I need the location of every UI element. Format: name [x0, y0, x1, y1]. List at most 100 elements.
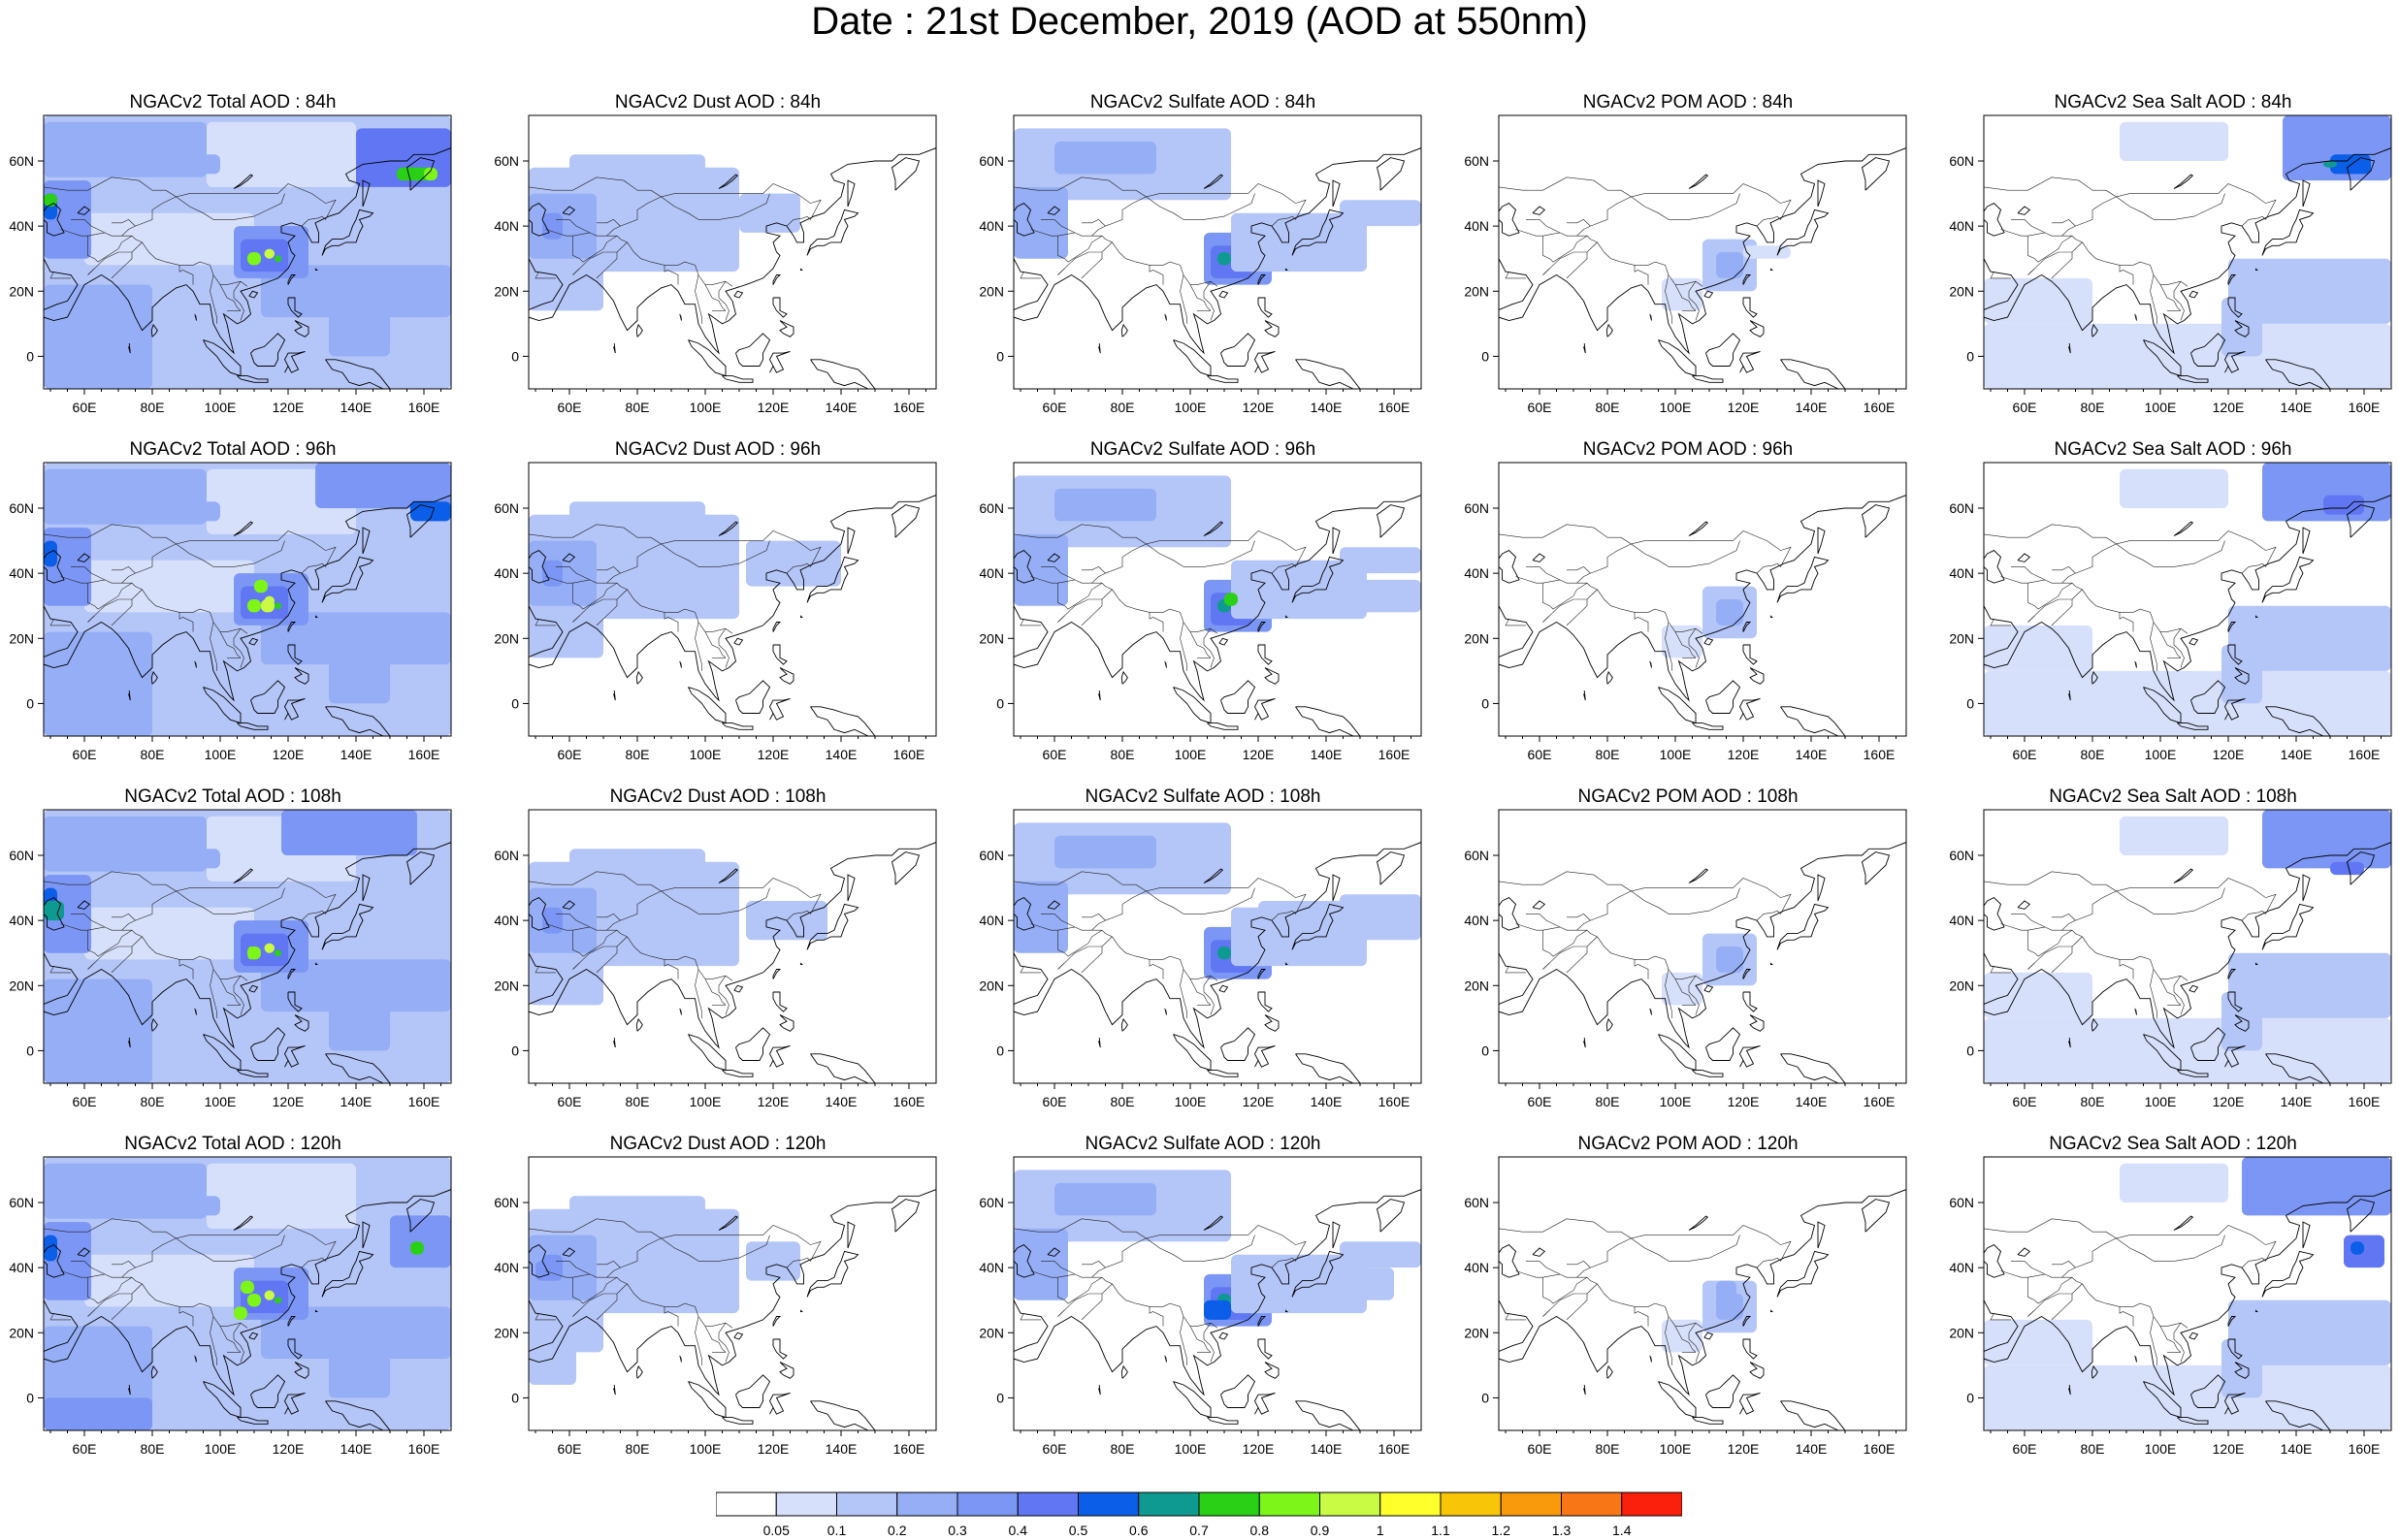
coastline [1742, 622, 1752, 632]
coastline [847, 179, 856, 208]
coastline [891, 851, 921, 885]
aod-cell [1217, 946, 1231, 960]
colorbar-label: 1 [1377, 1523, 1384, 1538]
map-frame [43, 1156, 452, 1431]
lat-label: 60N [9, 500, 34, 516]
lon-label: 100E [205, 1094, 237, 1109]
country-border [1183, 887, 1255, 914]
coastline [1291, 556, 1345, 603]
lon-label: 160E [408, 1441, 440, 1457]
coastline [562, 1247, 576, 1257]
country-border [87, 1276, 133, 1304]
aod-cell [1984, 972, 2092, 1018]
aod-cell [44, 540, 57, 567]
lon-label: 80E [626, 747, 650, 762]
coastline [613, 690, 616, 701]
coastline [1605, 1017, 1613, 1032]
coastline [362, 874, 371, 902]
country-border [176, 1237, 214, 1262]
country-border [2052, 914, 2076, 921]
coastline [294, 667, 309, 685]
aod-field [1499, 1189, 1906, 1430]
lon-label: 60E [1528, 747, 1552, 762]
coastline [2190, 680, 2226, 714]
country-border [545, 576, 573, 584]
country-border [213, 193, 285, 220]
country-border [111, 252, 133, 279]
lon-label: 100E [2145, 747, 2177, 762]
coastline [1014, 842, 1421, 1049]
coastline [1605, 1364, 1613, 1379]
colorbar-swatch [1138, 1492, 1200, 1517]
coastline [2227, 622, 2237, 632]
lat-label: 20N [9, 283, 34, 299]
coastline [1499, 550, 1520, 584]
country-border [572, 962, 580, 970]
country-border [49, 271, 71, 279]
country-border [1669, 193, 1740, 220]
country-border [1183, 1235, 1255, 1262]
colorbar-label: 1.2 [1492, 1523, 1511, 1538]
country-border [1665, 622, 1672, 671]
aod-cell [2228, 258, 2391, 324]
colorbar-swatch [1017, 1492, 1079, 1517]
lon-label: 60E [2013, 1094, 2037, 1109]
lon-label: 120E [2213, 1441, 2245, 1457]
aod-cell [329, 645, 390, 704]
coastline [2223, 1044, 2246, 1068]
country-border [44, 871, 337, 914]
country-border [556, 219, 591, 234]
coastline [1014, 203, 1035, 237]
aod-cell [739, 193, 800, 233]
coastline [1705, 1374, 1741, 1408]
aod-cell [329, 992, 390, 1051]
lon-label: 100E [1175, 747, 1207, 762]
country-border [572, 232, 607, 237]
coastline [1014, 1189, 1421, 1396]
coastline [1295, 359, 1361, 389]
country-border [596, 252, 618, 279]
colorbar-swatch [836, 1492, 898, 1517]
country-border [1057, 268, 1065, 275]
lat-label: 20N [494, 1325, 519, 1340]
aod-cell [112, 154, 220, 175]
coastline [44, 147, 451, 355]
lat-label: 20N [979, 1325, 1004, 1340]
coastline [325, 359, 391, 389]
coastline [613, 1384, 616, 1396]
coastline [1120, 1364, 1128, 1379]
country-border [2027, 926, 2062, 931]
country-border [1057, 235, 1103, 263]
country-border [1203, 281, 1215, 321]
country-border [556, 1261, 591, 1275]
aod-cell [1340, 1241, 1421, 1268]
coastline [1173, 687, 1212, 724]
country-border [545, 229, 573, 237]
country-border [120, 890, 248, 981]
country-border [1575, 890, 1703, 981]
country-border [233, 976, 244, 1015]
colorbar: 0.05 0.1 0.2 0.3 0.4 0.5 0.6 0.7 0.8 0.9 1 1.1 1.2 1.… [716, 1492, 1682, 1538]
coastline [237, 375, 269, 383]
aod-cell [2323, 495, 2364, 515]
coastline [1207, 375, 1239, 383]
country-border [1634, 612, 1649, 632]
map-plot: 60N 40N 20N 0 60E 80E 100E 120E 140E 160E [1464, 809, 1907, 1109]
country-border [1057, 936, 1113, 970]
country-border [786, 1257, 808, 1268]
country-border [1499, 176, 1792, 220]
country-border [2116, 1237, 2155, 1262]
country-border [219, 979, 242, 1006]
country-border [2027, 235, 2073, 263]
country-border [2052, 219, 2076, 227]
coastline [799, 615, 803, 618]
coastline [1499, 1189, 1906, 1396]
country-border [2052, 1261, 2076, 1268]
aod-field [1499, 842, 1906, 1083]
coastline [128, 690, 131, 701]
country-border [704, 979, 727, 1006]
coastline [1583, 1384, 1586, 1396]
lon-label: 140E [826, 747, 858, 762]
country-border [2051, 1294, 2073, 1321]
panel-title: NGACv2 Total AOD : 108h [124, 786, 341, 807]
